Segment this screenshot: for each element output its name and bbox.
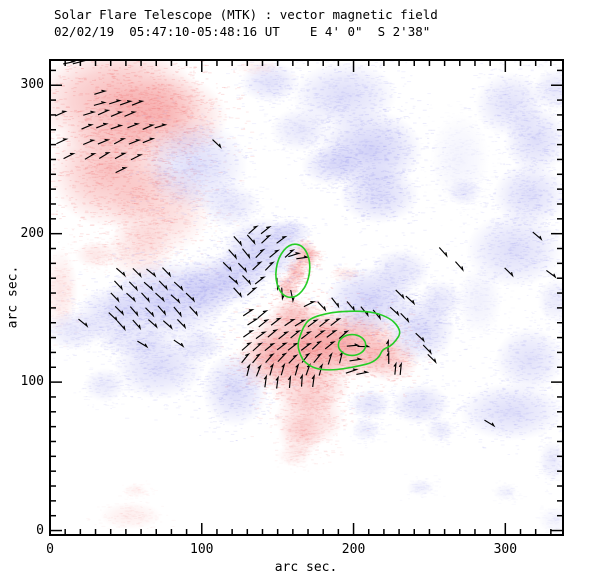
x-tick-label: 0 (46, 542, 54, 557)
x-tick-label: 100 (190, 542, 214, 557)
x-tick-label: 300 (493, 542, 518, 557)
figure-datetime: 02/02/19 05:47:10-05:48:16 UT E 4' 0" S … (54, 24, 431, 39)
y-tick-label: 100 (20, 374, 44, 390)
y-tick-label: 200 (20, 225, 44, 241)
x-tick-label: 200 (341, 542, 366, 557)
y-tick-label: 0 (36, 522, 44, 538)
figure-title: Solar Flare Telescope (MTK) : vector mag… (54, 7, 438, 22)
x-axis-title: arc sec. (274, 560, 338, 575)
y-tick-label: 300 (20, 77, 44, 93)
y-axis-title: arc sec. (5, 265, 21, 329)
